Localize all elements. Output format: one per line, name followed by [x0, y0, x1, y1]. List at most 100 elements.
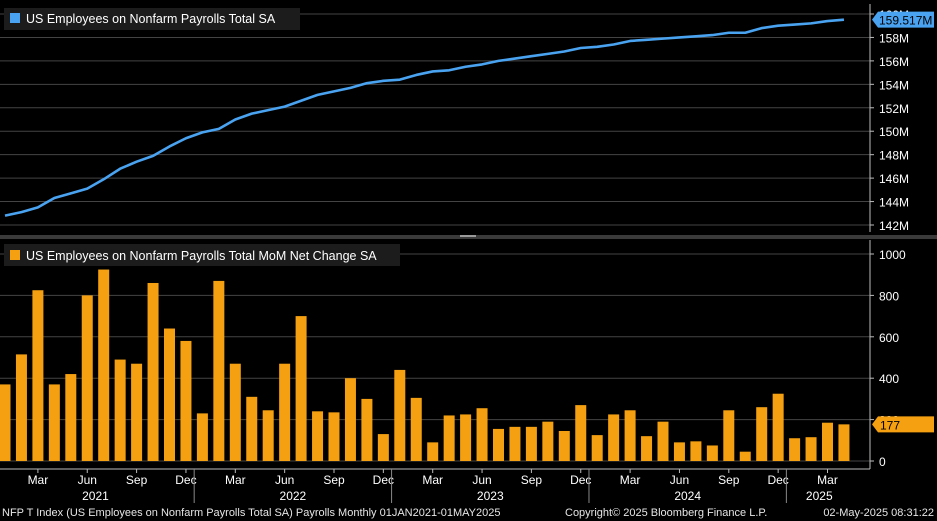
last-value-label: 159.517M: [879, 14, 932, 28]
y-tick-label: 800: [879, 289, 899, 303]
bar: [180, 340, 192, 461]
bar: [575, 405, 587, 461]
x-tick-label: Jun: [275, 473, 294, 487]
bar: [246, 396, 258, 461]
x-year-label: 2021: [82, 489, 109, 503]
bar: [608, 414, 620, 461]
y-tick-label: 142M: [879, 219, 909, 233]
y-tick-label: 148M: [879, 149, 909, 163]
y-tick-label: 0: [879, 455, 886, 469]
bar: [81, 295, 93, 461]
bar: [772, 393, 784, 461]
bar: [114, 359, 126, 461]
y-tick-label: 144M: [879, 196, 909, 210]
bar: [723, 410, 735, 461]
x-tick-label: Jun: [472, 473, 491, 487]
bar: [673, 442, 685, 461]
bar: [328, 412, 340, 461]
x-tick-label: Jun: [670, 473, 689, 487]
y-tick-label: 154M: [879, 78, 909, 92]
bar: [509, 426, 521, 461]
bar: [262, 410, 274, 461]
bar: [0, 384, 11, 461]
bar: [394, 369, 406, 461]
x-tick-label: Sep: [323, 473, 345, 487]
y-tick-label: 152M: [879, 102, 909, 116]
bar: [361, 398, 373, 461]
y-tick-label: 156M: [879, 55, 909, 69]
x-year-label: 2025: [806, 489, 833, 503]
bar: [15, 354, 27, 461]
footer: NFP T Index (US Employees on Nonfarm Pay…: [0, 504, 937, 521]
bar: [279, 363, 291, 461]
footer-copyright: Copyright© 2025 Bloomberg Finance L.P.: [565, 507, 768, 519]
bar: [377, 434, 389, 461]
bar: [624, 410, 636, 461]
x-year-label: 2022: [280, 489, 307, 503]
bar: [476, 408, 488, 461]
bar: [558, 430, 570, 461]
x-year-label: 2024: [674, 489, 701, 503]
x-tick-label: Mar: [225, 473, 246, 487]
bar: [805, 437, 817, 461]
legend-label: US Employees on Nonfarm Payrolls Total M…: [26, 249, 377, 263]
x-tick-label: Jun: [78, 473, 97, 487]
series-line: [4, 18, 845, 217]
last-value-tag: [872, 11, 934, 28]
x-tick-label: Dec: [175, 473, 196, 487]
legend-label: US Employees on Nonfarm Payrolls Total S…: [26, 12, 276, 26]
x-tick-label: Sep: [126, 473, 148, 487]
y-tick-label: 150M: [879, 125, 909, 139]
bar: [542, 421, 554, 461]
y-tick-label: 146M: [879, 172, 909, 186]
y-tick-label: 400: [879, 372, 899, 386]
x-tick-label: Dec: [570, 473, 591, 487]
bar: [344, 378, 356, 461]
x-tick-label: Dec: [767, 473, 788, 487]
x-year-label: 2023: [477, 489, 504, 503]
bar: [196, 413, 208, 461]
bar: [65, 374, 77, 461]
bar: [460, 414, 472, 461]
legend-box: [4, 8, 300, 30]
x-tick-label: Sep: [718, 473, 740, 487]
bar: [657, 421, 669, 461]
bar: [838, 424, 850, 461]
bar: [410, 397, 422, 461]
bar: [213, 280, 225, 461]
bar: [147, 282, 159, 461]
last-value-tag: [872, 416, 934, 433]
bar: [690, 441, 702, 461]
legend-swatch: [10, 13, 20, 23]
bar: [295, 316, 307, 461]
legend-swatch: [10, 250, 20, 260]
bar: [131, 363, 143, 461]
bar: [525, 426, 537, 461]
y-tick-label: 158M: [879, 31, 909, 45]
x-tick-label: Mar: [28, 473, 49, 487]
x-tick-label: Dec: [373, 473, 394, 487]
x-tick-label: Mar: [620, 473, 641, 487]
y-tick-label: 600: [879, 331, 899, 345]
bar: [164, 328, 175, 461]
bar: [706, 445, 718, 461]
bar: [98, 269, 110, 461]
bar: [739, 451, 751, 461]
bar: [591, 435, 603, 461]
payrolls-chart: 142M144M146M148M150M152M154M156M158M160M…: [0, 4, 937, 503]
x-tick-label: Sep: [521, 473, 543, 487]
separator-handle: [460, 235, 476, 237]
bar: [48, 384, 60, 461]
bar: [493, 428, 504, 461]
bar: [789, 438, 801, 461]
bar: [427, 442, 439, 461]
y-tick-label: 1000: [879, 248, 906, 262]
footer-source: NFP T Index (US Employees on Nonfarm Pay…: [2, 507, 501, 519]
x-tick-label: Mar: [422, 473, 443, 487]
bar: [822, 422, 833, 461]
bar: [443, 415, 455, 461]
bar: [756, 407, 768, 461]
legend-box: [4, 244, 400, 266]
bar: [641, 436, 653, 461]
bar: [312, 411, 324, 461]
